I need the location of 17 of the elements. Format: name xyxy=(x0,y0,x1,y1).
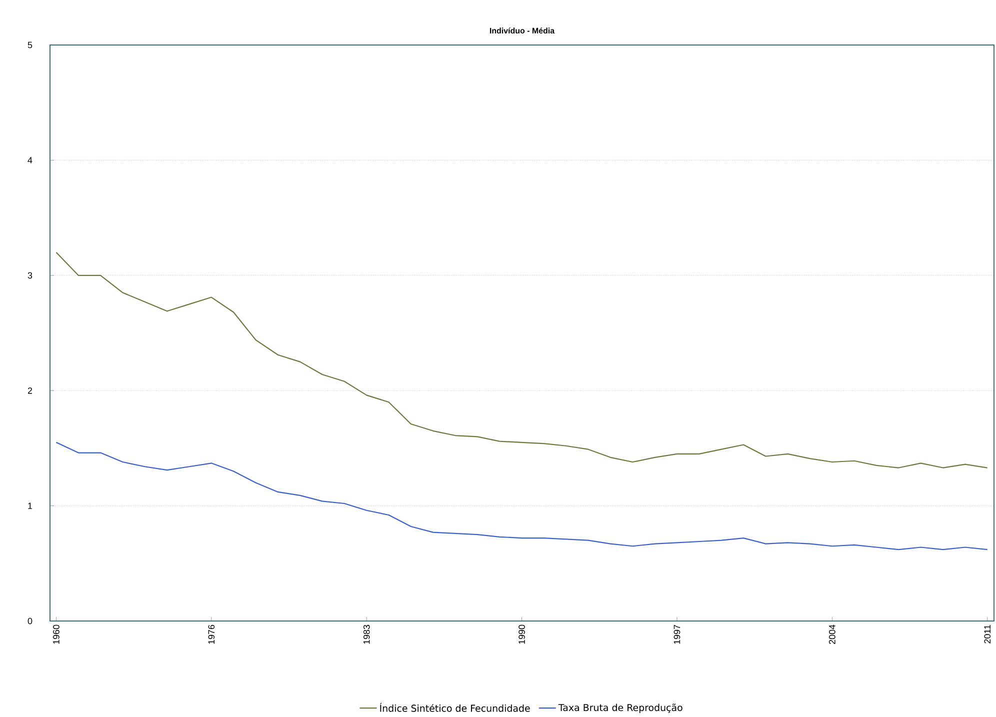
legend-label: Índice Sintético de Fecundidade xyxy=(380,702,530,712)
x-tick-label: 1960 xyxy=(53,624,60,644)
x-tick-label: 2011 xyxy=(984,624,991,644)
x-tick-label: 1983 xyxy=(363,624,370,644)
legend-label: Taxa Bruta de Reprodução xyxy=(558,704,682,713)
y-tick-label: 2 xyxy=(28,387,32,394)
x-tick-label: 1997 xyxy=(674,624,680,644)
line-series xyxy=(56,252,988,468)
x-tick-label: 1976 xyxy=(208,624,215,644)
y-tick-label: 5 xyxy=(28,42,32,48)
line-series xyxy=(56,442,988,550)
y-tick-label: 4 xyxy=(28,157,32,164)
y-tick-label: 0 xyxy=(28,618,32,624)
x-tick-label: 2004 xyxy=(828,624,836,644)
x-tick-label: 1990 xyxy=(518,624,525,644)
y-tick-label: 3 xyxy=(28,272,32,278)
y-tick-label: 1 xyxy=(28,502,32,509)
